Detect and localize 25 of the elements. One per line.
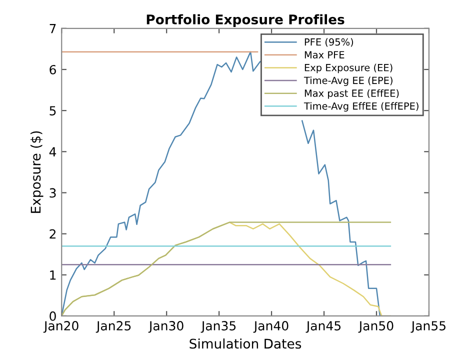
y-tick-label: 2 — [50, 229, 56, 239]
x-tick-label: Jan25 — [96, 321, 131, 333]
x-tick-label: Jan50 — [358, 321, 394, 333]
x-tick-label: Jan35 — [200, 321, 236, 333]
y-tick-label: 7 — [50, 24, 56, 34]
x-tick-label: Jan40 — [253, 321, 288, 333]
x-tick-label: Jan45 — [306, 321, 341, 333]
x-tick-label: Jan55 — [410, 321, 446, 333]
y-tick-label: 1 — [50, 270, 56, 280]
x-tick-label: Jan20 — [43, 321, 78, 333]
legend-label: PFE (95%) — [304, 38, 354, 47]
y-tick-label: 6 — [50, 64, 56, 74]
legend-label: Exp Exposure (EE) — [304, 64, 392, 74]
x-tick-label: Jan30 — [148, 321, 184, 333]
legend-label: Max PFE — [304, 51, 344, 58]
y-tick-label: 4 — [49, 147, 56, 156]
y-tick-label: 3 — [50, 188, 56, 198]
x-axis-title: Simulation Dates — [190, 338, 302, 349]
chart-title: Portfolio Exposure Profiles — [146, 14, 344, 27]
y-tick-label: 5 — [50, 106, 56, 116]
legend-label: Time-Avg EffEE (EffEPE) — [304, 102, 418, 112]
y-axis-title: Exposure ($) — [30, 131, 44, 213]
legend-label: Time-Avg EE (EPE) — [304, 76, 392, 86]
y-tick-label: 0 — [50, 311, 56, 321]
legend-label: Max past EE (EffEE) — [304, 89, 399, 99]
